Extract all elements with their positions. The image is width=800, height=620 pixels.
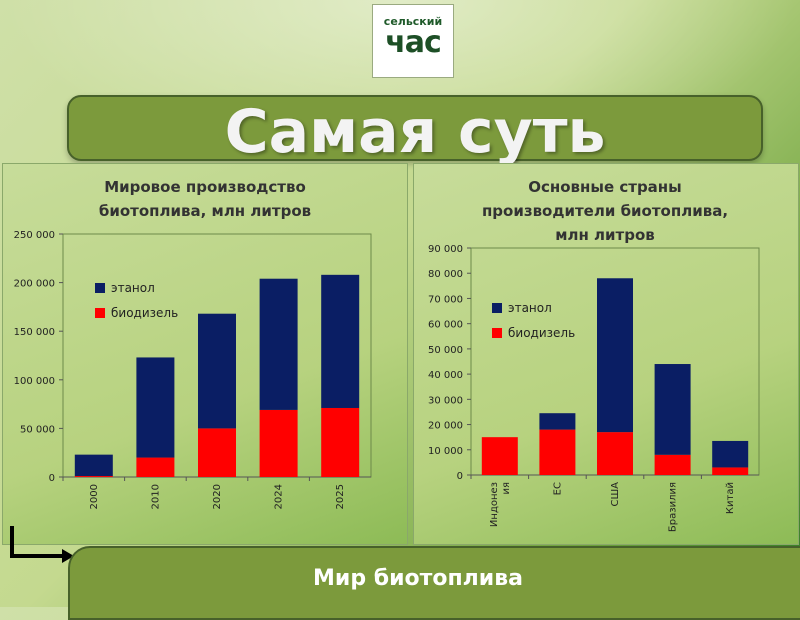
bar-ethanol [712, 440, 749, 468]
x-tick-label-line: 2025 [335, 484, 346, 509]
bar-ethanol [74, 454, 113, 477]
countries-production-chart: Основные страны производители биотоплива,… [428, 178, 760, 532]
logo-text-top: сельский [383, 15, 443, 28]
bar-biodiesel [654, 454, 691, 475]
world-production-chart: Мировое производство биотоплива, млн литр… [14, 178, 372, 509]
x-tick-label: Индонезия [489, 482, 512, 527]
x-tick-label-line: 2020 [212, 484, 223, 509]
bar-ethanol [321, 274, 360, 408]
legend-label: этанол [508, 301, 552, 315]
x-tick-label: США [610, 482, 621, 507]
y-tick-label: 150 000 [14, 327, 55, 338]
chart-title-line: производители биотоплива, [482, 202, 728, 220]
bar-biodiesel [597, 432, 633, 475]
x-tick-label: 2024 [274, 484, 285, 509]
y-tick-label: 50 000 [20, 424, 55, 435]
x-tick-label-line: Бразилия [668, 482, 679, 532]
x-tick-label: Бразилия [668, 482, 679, 532]
x-tick-label: ЕС [552, 482, 563, 495]
legend-label: биодизель [111, 306, 178, 320]
page-title: Самая суть [224, 97, 606, 167]
x-tick-label-line: ЕС [552, 482, 563, 495]
y-tick-label: 60 000 [428, 320, 463, 331]
x-tick-label: 2000 [89, 484, 100, 509]
y-tick-label: 200 000 [14, 279, 55, 290]
legend-label: этанол [111, 281, 155, 295]
y-tick-label: 70 000 [428, 294, 463, 305]
bar-ethanol [654, 364, 691, 455]
x-tick-label-line: ия [501, 482, 512, 495]
chart-title-line: биотоплива, млн литров [99, 202, 311, 220]
bar-biodiesel [74, 476, 113, 477]
x-tick-label: 2025 [335, 484, 346, 509]
y-tick-label: 0 [457, 471, 463, 482]
y-tick-label: 10 000 [428, 446, 463, 457]
x-tick-label-line: Китай [725, 482, 736, 514]
bar-ethanol [198, 313, 236, 429]
footer-title: Мир биотоплива [313, 566, 523, 591]
bar-biodiesel [481, 437, 518, 475]
chart-title-line: Мировое производство [104, 178, 306, 196]
y-tick-label: 20 000 [428, 421, 463, 432]
x-tick-label-line: 2024 [274, 484, 285, 509]
legend-swatch [95, 308, 105, 318]
bar-biodiesel [259, 409, 298, 477]
chart-panel-world: Мировое производство биотоплива, млн литр… [2, 163, 408, 545]
x-tick-label: Китай [725, 482, 736, 514]
x-tick-label: 2020 [212, 484, 223, 509]
chart-panel-countries: Основные страны производители биотоплива,… [413, 163, 799, 545]
x-tick-label-line: США [610, 482, 621, 507]
x-tick-label-line: 2010 [150, 484, 161, 509]
bar-biodiesel [321, 407, 360, 477]
y-tick-label: 90 000 [428, 244, 463, 255]
chart-title-line: млн литров [555, 226, 655, 244]
y-tick-label: 30 000 [428, 395, 463, 406]
legend-label: биодизель [508, 326, 575, 340]
x-tick-label-line: 2000 [89, 484, 100, 509]
legend-swatch [492, 328, 502, 338]
bar-ethanol [539, 413, 576, 430]
y-tick-label: 100 000 [14, 376, 55, 387]
chart-title-line: Основные страны [528, 178, 682, 196]
bar-ethanol [136, 357, 175, 458]
arrow-icon [10, 526, 74, 563]
bar-biodiesel [539, 429, 576, 475]
bar-biodiesel [712, 467, 749, 475]
title-banner [67, 95, 763, 161]
x-tick-label: 2010 [150, 484, 161, 509]
bar-ethanol [259, 278, 298, 410]
y-tick-label: 0 [49, 473, 55, 484]
y-tick-label: 40 000 [428, 370, 463, 381]
x-tick-label-line: Индонез [489, 482, 500, 527]
legend-swatch [95, 283, 105, 293]
y-tick-label: 250 000 [14, 230, 55, 241]
brand-logo: сельский час [372, 4, 454, 78]
bar-biodiesel [198, 428, 236, 477]
y-tick-label: 80 000 [428, 269, 463, 280]
logo-text-main: час [385, 25, 442, 60]
bar-ethanol [597, 278, 633, 433]
y-tick-label: 50 000 [428, 345, 463, 356]
bar-biodiesel [136, 457, 175, 477]
legend-swatch [492, 303, 502, 313]
